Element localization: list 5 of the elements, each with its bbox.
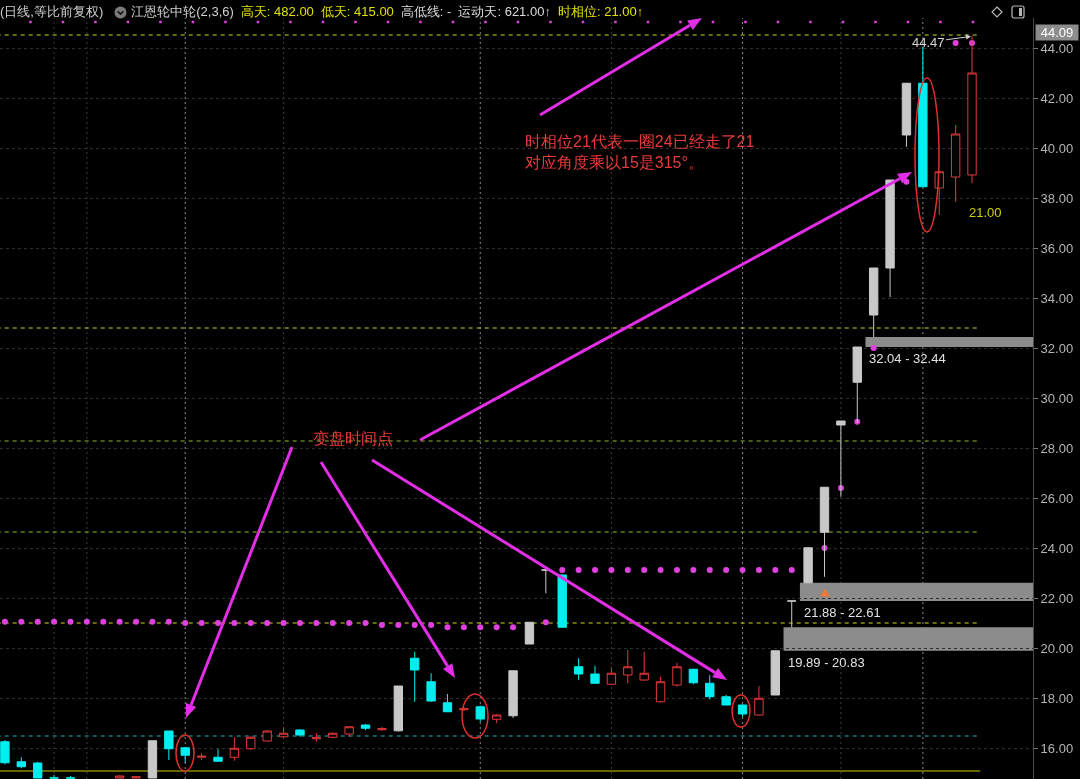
candlestick — [196, 752, 207, 761]
candlestick — [49, 774, 59, 779]
candlestick — [33, 761, 43, 779]
candlestick — [16, 756, 26, 769]
candlestick — [65, 775, 76, 779]
